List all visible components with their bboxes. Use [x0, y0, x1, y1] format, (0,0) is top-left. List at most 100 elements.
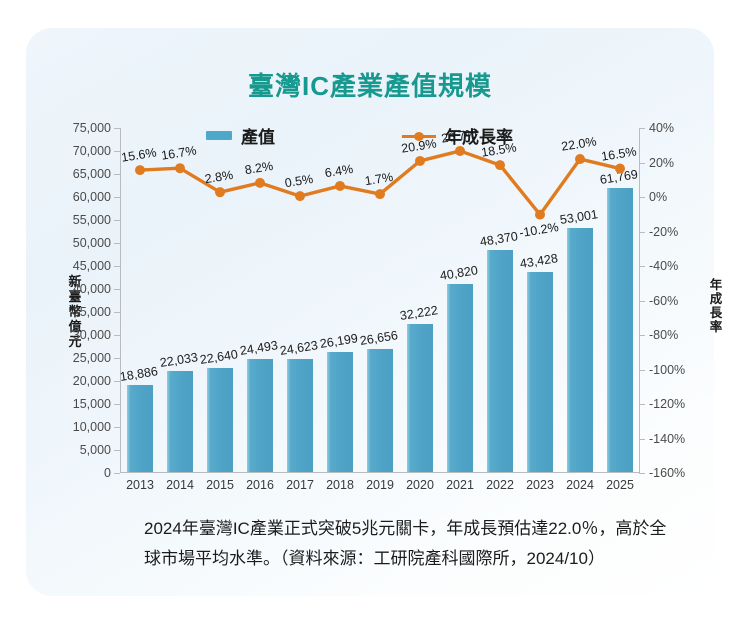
left-axis-tick: [114, 289, 120, 290]
chart-legend: 產值 年成長率: [186, 120, 606, 148]
bar-column[interactable]: 26,199: [319, 331, 359, 472]
bar-column[interactable]: 61,769: [599, 167, 639, 472]
bar-column[interactable]: 40,820: [439, 263, 479, 472]
right-axis-tick: [639, 335, 645, 336]
bar-column[interactable]: 26,656: [359, 329, 399, 472]
chart-card: 臺灣IC產業產值規模 產值 年成長率 新臺幣億元 年成長率 75,000 70,0…: [26, 28, 722, 596]
left-axis-tick: [114, 197, 120, 198]
left-axis-tick-label: 55,000: [72, 213, 111, 227]
right-axis-tick-label: -60%: [649, 293, 679, 308]
left-axis-tick: [114, 335, 120, 336]
left-axis-tick-label: 50,000: [72, 236, 111, 250]
bar[interactable]: [487, 249, 513, 472]
right-axis-tick-label: -100%: [649, 362, 686, 377]
line-series: 15.6% 16.7% 2.8% 8.2% 0.5% 6.4% 1.7% 20.9% 26.7%…: [120, 126, 640, 473]
x-axis-tick-label: 2021: [446, 478, 474, 492]
legend-bar-swatch-icon: [206, 131, 232, 140]
left-axis-tick-label: 0: [104, 466, 111, 480]
x-axis-tick-label: 2022: [486, 478, 514, 492]
right-axis-tick-label: -160%: [649, 466, 686, 480]
left-axis-tick-label: 15,000: [72, 397, 111, 411]
right-axis-tick-label: -20%: [649, 224, 679, 239]
x-axis-tick-label: 2024: [566, 478, 594, 492]
left-axis-tick-label: 25,000: [72, 351, 111, 365]
right-axis-tick: [639, 369, 645, 371]
x-axis-labels: 2013 2014 2015 2016 2017 2018 2019 2020 2021 2022…: [120, 478, 640, 500]
legend-label-output-value: 產值: [241, 128, 275, 147]
bar-column[interactable]: 24,493: [239, 339, 279, 472]
growth-rate-polyline: [135, 145, 625, 220]
bar[interactable]: [247, 359, 273, 472]
legend-item-growth-rate[interactable]: 年成長率: [402, 123, 513, 148]
left-axis-line: [120, 128, 121, 473]
left-axis-tick-label: 30,000: [72, 328, 111, 342]
x-axis-tick-label: 2023: [526, 478, 554, 492]
left-axis-tick: [114, 404, 120, 405]
bar[interactable]: [367, 349, 393, 472]
right-axis-tick-label: -120%: [649, 397, 686, 411]
right-axis-tick-label: 40%: [649, 121, 675, 135]
right-axis-tick: [639, 266, 645, 267]
left-axis-tick-label: 60,000: [72, 190, 111, 204]
bar[interactable]: [607, 187, 633, 472]
bar[interactable]: [447, 284, 473, 472]
bar[interactable]: [407, 323, 433, 472]
right-axis-title: 年成長率: [709, 278, 723, 334]
bar-column[interactable]: 22,640: [199, 347, 239, 472]
bar-column[interactable]: 53,001: [559, 207, 599, 472]
left-axis-tick-label: 65,000: [72, 167, 111, 181]
left-axis-tick: [114, 128, 120, 129]
bar-column[interactable]: 18,886: [119, 364, 159, 472]
bar-column[interactable]: 43,428: [519, 251, 559, 472]
right-axis-tick: [639, 162, 645, 164]
left-axis-title: 新臺幣億元: [68, 274, 82, 349]
right-axis-tick: [639, 300, 645, 302]
legend-item-output-value[interactable]: 產值: [206, 123, 275, 148]
left-axis-tick: [114, 427, 120, 428]
bar[interactable]: [567, 228, 593, 472]
right-axis-tick-label: 0%: [649, 190, 668, 204]
left-axis-tick: [114, 450, 120, 451]
bar[interactable]: [207, 367, 233, 472]
right-axis-tick: [639, 231, 645, 233]
bar[interactable]: [127, 385, 153, 472]
left-axis-tick-label: 45,000: [72, 259, 111, 273]
left-axis-tick: [114, 151, 120, 152]
right-axis-tick-label: -80%: [649, 328, 679, 342]
bar[interactable]: [167, 370, 193, 472]
x-axis-tick-label: 2025: [606, 478, 634, 492]
left-axis-tick: [114, 312, 120, 313]
bar[interactable]: [287, 358, 313, 472]
legend-line-swatch-icon: [402, 130, 436, 142]
bar[interactable]: [527, 272, 553, 472]
page-title: 臺灣IC產業產值規模: [247, 71, 492, 101]
right-axis-tick: [639, 438, 645, 440]
left-axis-tick-label: 10,000: [72, 420, 111, 434]
x-axis-tick-label: 2018: [326, 478, 354, 492]
left-axis-tick: [114, 381, 120, 382]
bar-column[interactable]: 48,370: [479, 229, 519, 472]
right-axis-tick: [639, 128, 645, 129]
left-axis-tick: [114, 266, 120, 267]
bar-column[interactable]: 32,222: [399, 303, 439, 472]
left-axis-tick: [114, 220, 120, 221]
x-axis-tick-label: 2020: [406, 478, 434, 492]
plot-area: 75,000 70,000 65,000 60,000 55,000 50,000 45,0…: [73, 121, 685, 480]
bar[interactable]: [327, 351, 353, 472]
right-axis-tick: [639, 197, 645, 198]
bar-column[interactable]: 22,033: [159, 350, 199, 472]
bottom-axis-line: [120, 472, 640, 473]
x-axis-tick-label: 2015: [206, 478, 234, 492]
x-axis-tick-label: 2017: [286, 478, 314, 492]
legend-label-growth-rate: 年成長率: [445, 128, 513, 147]
right-axis-tick: [639, 404, 645, 405]
right-axis-tick-label: -140%: [649, 431, 686, 446]
left-axis-tick: [114, 243, 120, 244]
bar-column[interactable]: 24,623: [279, 338, 319, 472]
left-axis-tick: [114, 473, 120, 474]
x-axis-tick-label: 2014: [166, 478, 194, 492]
x-axis-tick-label: 2016: [246, 478, 274, 492]
right-axis-tick-label: -40%: [649, 259, 679, 273]
bar-series: 18,886 22,033 22,640 24,493 24,623 26,199 26,6…: [119, 128, 640, 473]
right-axis-tick-label: 20%: [649, 155, 675, 170]
